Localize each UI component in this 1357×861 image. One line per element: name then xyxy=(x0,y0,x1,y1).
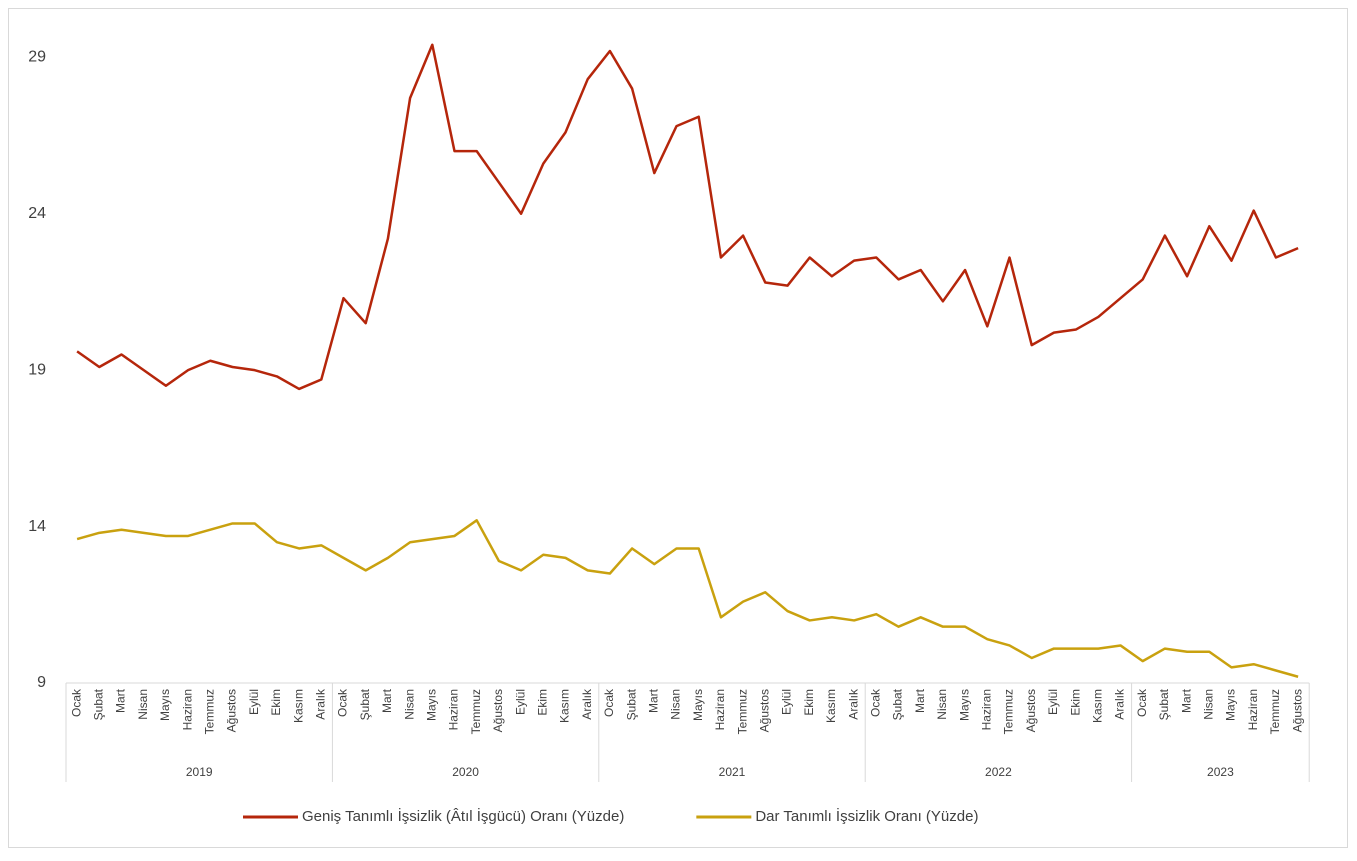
x-tick-label: Ocak xyxy=(69,688,83,717)
x-tick-label: Ocak xyxy=(1135,688,1149,717)
x-group-label: 2023 xyxy=(1207,765,1234,779)
x-group-label: 2019 xyxy=(186,765,213,779)
x-tick-label: Nisan xyxy=(402,689,416,720)
x-tick-label: Şubat xyxy=(91,688,105,720)
x-tick-label: Mart xyxy=(913,688,927,713)
x-tick-label: Temmuz xyxy=(735,689,749,734)
x-tick-label: Şubat xyxy=(358,688,372,720)
x-tick-label: Mayıs xyxy=(1224,689,1238,721)
y-tick-label: 19 xyxy=(28,361,46,378)
x-tick-label: Ağustos xyxy=(1024,689,1038,732)
x-tick-label: Eylül xyxy=(1046,689,1060,715)
x-tick-label: Aralık xyxy=(580,688,594,720)
x-tick-label: Mart xyxy=(1179,688,1193,713)
x-tick-label: Mart xyxy=(646,688,660,713)
x-tick-label: Ekim xyxy=(1068,689,1082,716)
x-tick-label: Nisan xyxy=(136,689,150,720)
x-tick-label: Eylül xyxy=(247,689,261,715)
x-tick-label: Haziran xyxy=(1246,689,1260,730)
x-tick-label: Ocak xyxy=(602,688,616,717)
chart-border xyxy=(8,8,1348,848)
x-tick-label: Temmuz xyxy=(1002,689,1016,734)
y-tick-label: 24 xyxy=(28,205,46,222)
x-group-label: 2022 xyxy=(985,765,1012,779)
x-tick-label: Mayıs xyxy=(158,689,172,721)
x-tick-label: Haziran xyxy=(713,689,727,730)
x-tick-label: Ocak xyxy=(336,688,350,717)
x-tick-label: Temmuz xyxy=(469,689,483,734)
x-tick-label: Nisan xyxy=(669,689,683,720)
x-tick-label: Aralık xyxy=(846,688,860,720)
y-tick-label: 29 xyxy=(28,49,46,66)
x-tick-label: Aralık xyxy=(313,688,327,720)
series-line xyxy=(76,43,1299,391)
x-tick-label: Mart xyxy=(380,688,394,713)
x-tick-label: Haziran xyxy=(180,689,194,730)
x-tick-label: Şubat xyxy=(891,688,905,720)
x-tick-label: Temmuz xyxy=(202,689,216,734)
legend-label: Dar Tanımlı İşsizlik Oranı (Yüzde) xyxy=(755,807,978,825)
x-tick-label: Nisan xyxy=(935,689,949,720)
x-tick-label: Ekim xyxy=(802,689,816,716)
x-tick-label: Mart xyxy=(114,688,128,713)
x-tick-label: Ocak xyxy=(868,688,882,717)
x-tick-label: Mayıs xyxy=(957,689,971,721)
x-tick-label: Eylül xyxy=(780,689,794,715)
y-tick-label: 9 xyxy=(37,674,46,691)
x-tick-label: Kasım xyxy=(1090,689,1104,723)
x-tick-label: Nisan xyxy=(1201,689,1215,720)
x-tick-label: Kasım xyxy=(824,689,838,723)
x-tick-label: Temmuz xyxy=(1268,689,1282,734)
y-tick-label: 14 xyxy=(28,518,46,535)
x-tick-label: Ağustos xyxy=(1290,689,1304,732)
x-group-label: 2020 xyxy=(452,765,479,779)
x-tick-label: Ekim xyxy=(269,689,283,716)
series-line xyxy=(76,519,1299,678)
x-tick-label: Kasım xyxy=(558,689,572,723)
x-tick-label: Kasım xyxy=(291,689,305,723)
x-tick-label: Şubat xyxy=(624,688,638,720)
x-tick-label: Şubat xyxy=(1157,688,1171,720)
legend-label: Geniş Tanımlı İşsizlik (Âtıl İşgücü) Ora… xyxy=(302,807,624,825)
x-tick-label: Ağustos xyxy=(225,689,239,732)
x-tick-label: Aralık xyxy=(1113,688,1127,720)
x-tick-label: Mayıs xyxy=(424,689,438,721)
x-tick-label: Haziran xyxy=(447,689,461,730)
x-tick-label: Ekim xyxy=(535,689,549,716)
x-tick-label: Ağustos xyxy=(757,689,771,732)
x-tick-label: Ağustos xyxy=(491,689,505,732)
x-group-label: 2021 xyxy=(719,765,746,779)
x-tick-label: Mayıs xyxy=(691,689,705,721)
x-tick-label: Haziran xyxy=(979,689,993,730)
x-tick-label: Eylül xyxy=(513,689,527,715)
